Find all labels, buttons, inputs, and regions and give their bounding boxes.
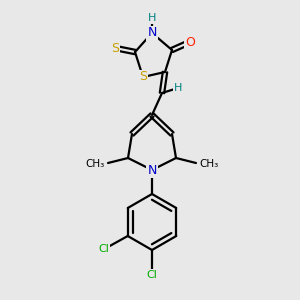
Text: CH₃: CH₃ — [86, 159, 105, 169]
Text: H: H — [174, 83, 182, 93]
Text: Cl: Cl — [98, 244, 109, 254]
Text: Cl: Cl — [147, 270, 158, 280]
Text: N: N — [147, 164, 157, 176]
Text: O: O — [185, 35, 195, 49]
Text: N: N — [147, 26, 157, 40]
Text: H: H — [148, 13, 156, 23]
Text: S: S — [139, 70, 147, 83]
Text: S: S — [111, 41, 119, 55]
Text: CH₃: CH₃ — [199, 159, 218, 169]
